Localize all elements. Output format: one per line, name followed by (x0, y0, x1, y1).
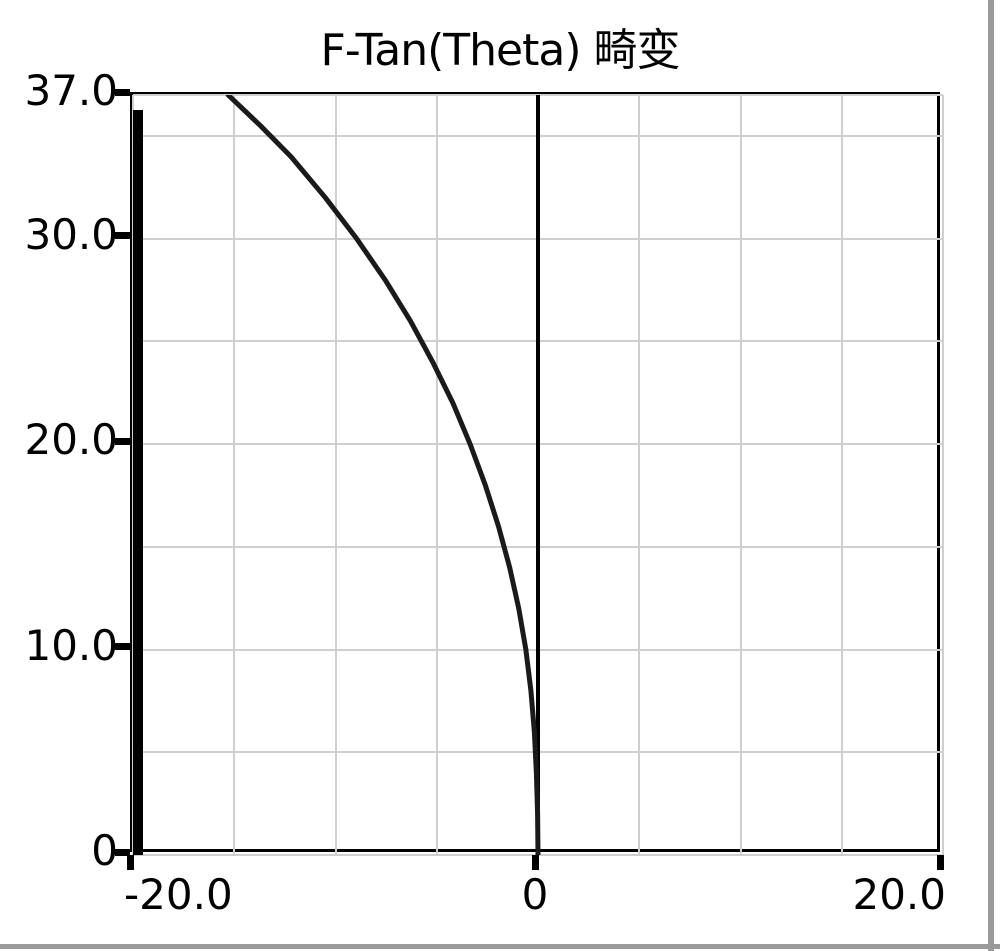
chart-container: F-Tan(Theta) 畸变 010.020.030.037.0-20.002… (0, 0, 1000, 951)
panel-right-divider (988, 0, 994, 951)
ytick-label: 37.0 (24, 66, 118, 115)
xtick-mark (532, 855, 539, 870)
panel-bottom-divider (0, 944, 1000, 949)
ytick-label: 0 (91, 826, 118, 875)
ytick-label: 20.0 (24, 415, 118, 464)
xtick-label: 20.0 (852, 870, 946, 919)
plot-area (130, 92, 940, 852)
xtick-label: -20.0 (124, 870, 233, 919)
curve-layer (133, 95, 943, 855)
xtick-mark (937, 855, 944, 870)
ytick-label: 10.0 (24, 621, 118, 670)
xtick-label: 0 (522, 870, 549, 919)
xtick-mark (127, 855, 134, 870)
chart-title: F-Tan(Theta) 畸变 (0, 14, 1000, 78)
curve-distortion (228, 95, 538, 855)
ytick-label: 30.0 (24, 210, 118, 259)
